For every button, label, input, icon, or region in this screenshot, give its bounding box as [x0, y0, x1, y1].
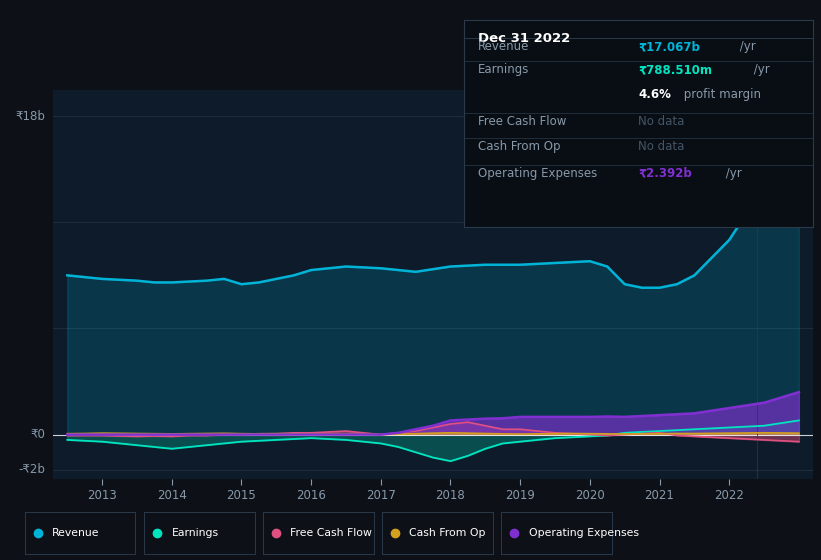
Text: ₹2.392b: ₹2.392b [639, 167, 692, 180]
Text: Dec 31 2022: Dec 31 2022 [478, 32, 570, 45]
Text: Earnings: Earnings [478, 63, 530, 76]
Text: Operating Expenses: Operating Expenses [478, 167, 597, 180]
Text: -₹2b: -₹2b [18, 464, 45, 477]
Text: No data: No data [639, 115, 685, 128]
Text: Revenue: Revenue [53, 529, 100, 538]
Text: Earnings: Earnings [172, 529, 218, 538]
Text: /yr: /yr [750, 63, 770, 76]
Text: ₹18b: ₹18b [16, 110, 45, 123]
Text: /yr: /yr [722, 167, 742, 180]
Text: Free Cash Flow: Free Cash Flow [291, 529, 372, 538]
Text: /yr: /yr [736, 40, 756, 53]
Text: Free Cash Flow: Free Cash Flow [478, 115, 566, 128]
Text: ₹0: ₹0 [30, 428, 45, 441]
Text: Cash From Op: Cash From Op [410, 529, 486, 538]
Text: ₹788.510m: ₹788.510m [639, 63, 713, 76]
Text: Revenue: Revenue [478, 40, 530, 53]
Text: 4.6%: 4.6% [639, 88, 672, 101]
Text: Cash From Op: Cash From Op [478, 140, 560, 153]
Text: Operating Expenses: Operating Expenses [529, 529, 639, 538]
Text: ₹17.067b: ₹17.067b [639, 40, 700, 53]
Text: No data: No data [639, 140, 685, 153]
Text: profit margin: profit margin [680, 88, 761, 101]
